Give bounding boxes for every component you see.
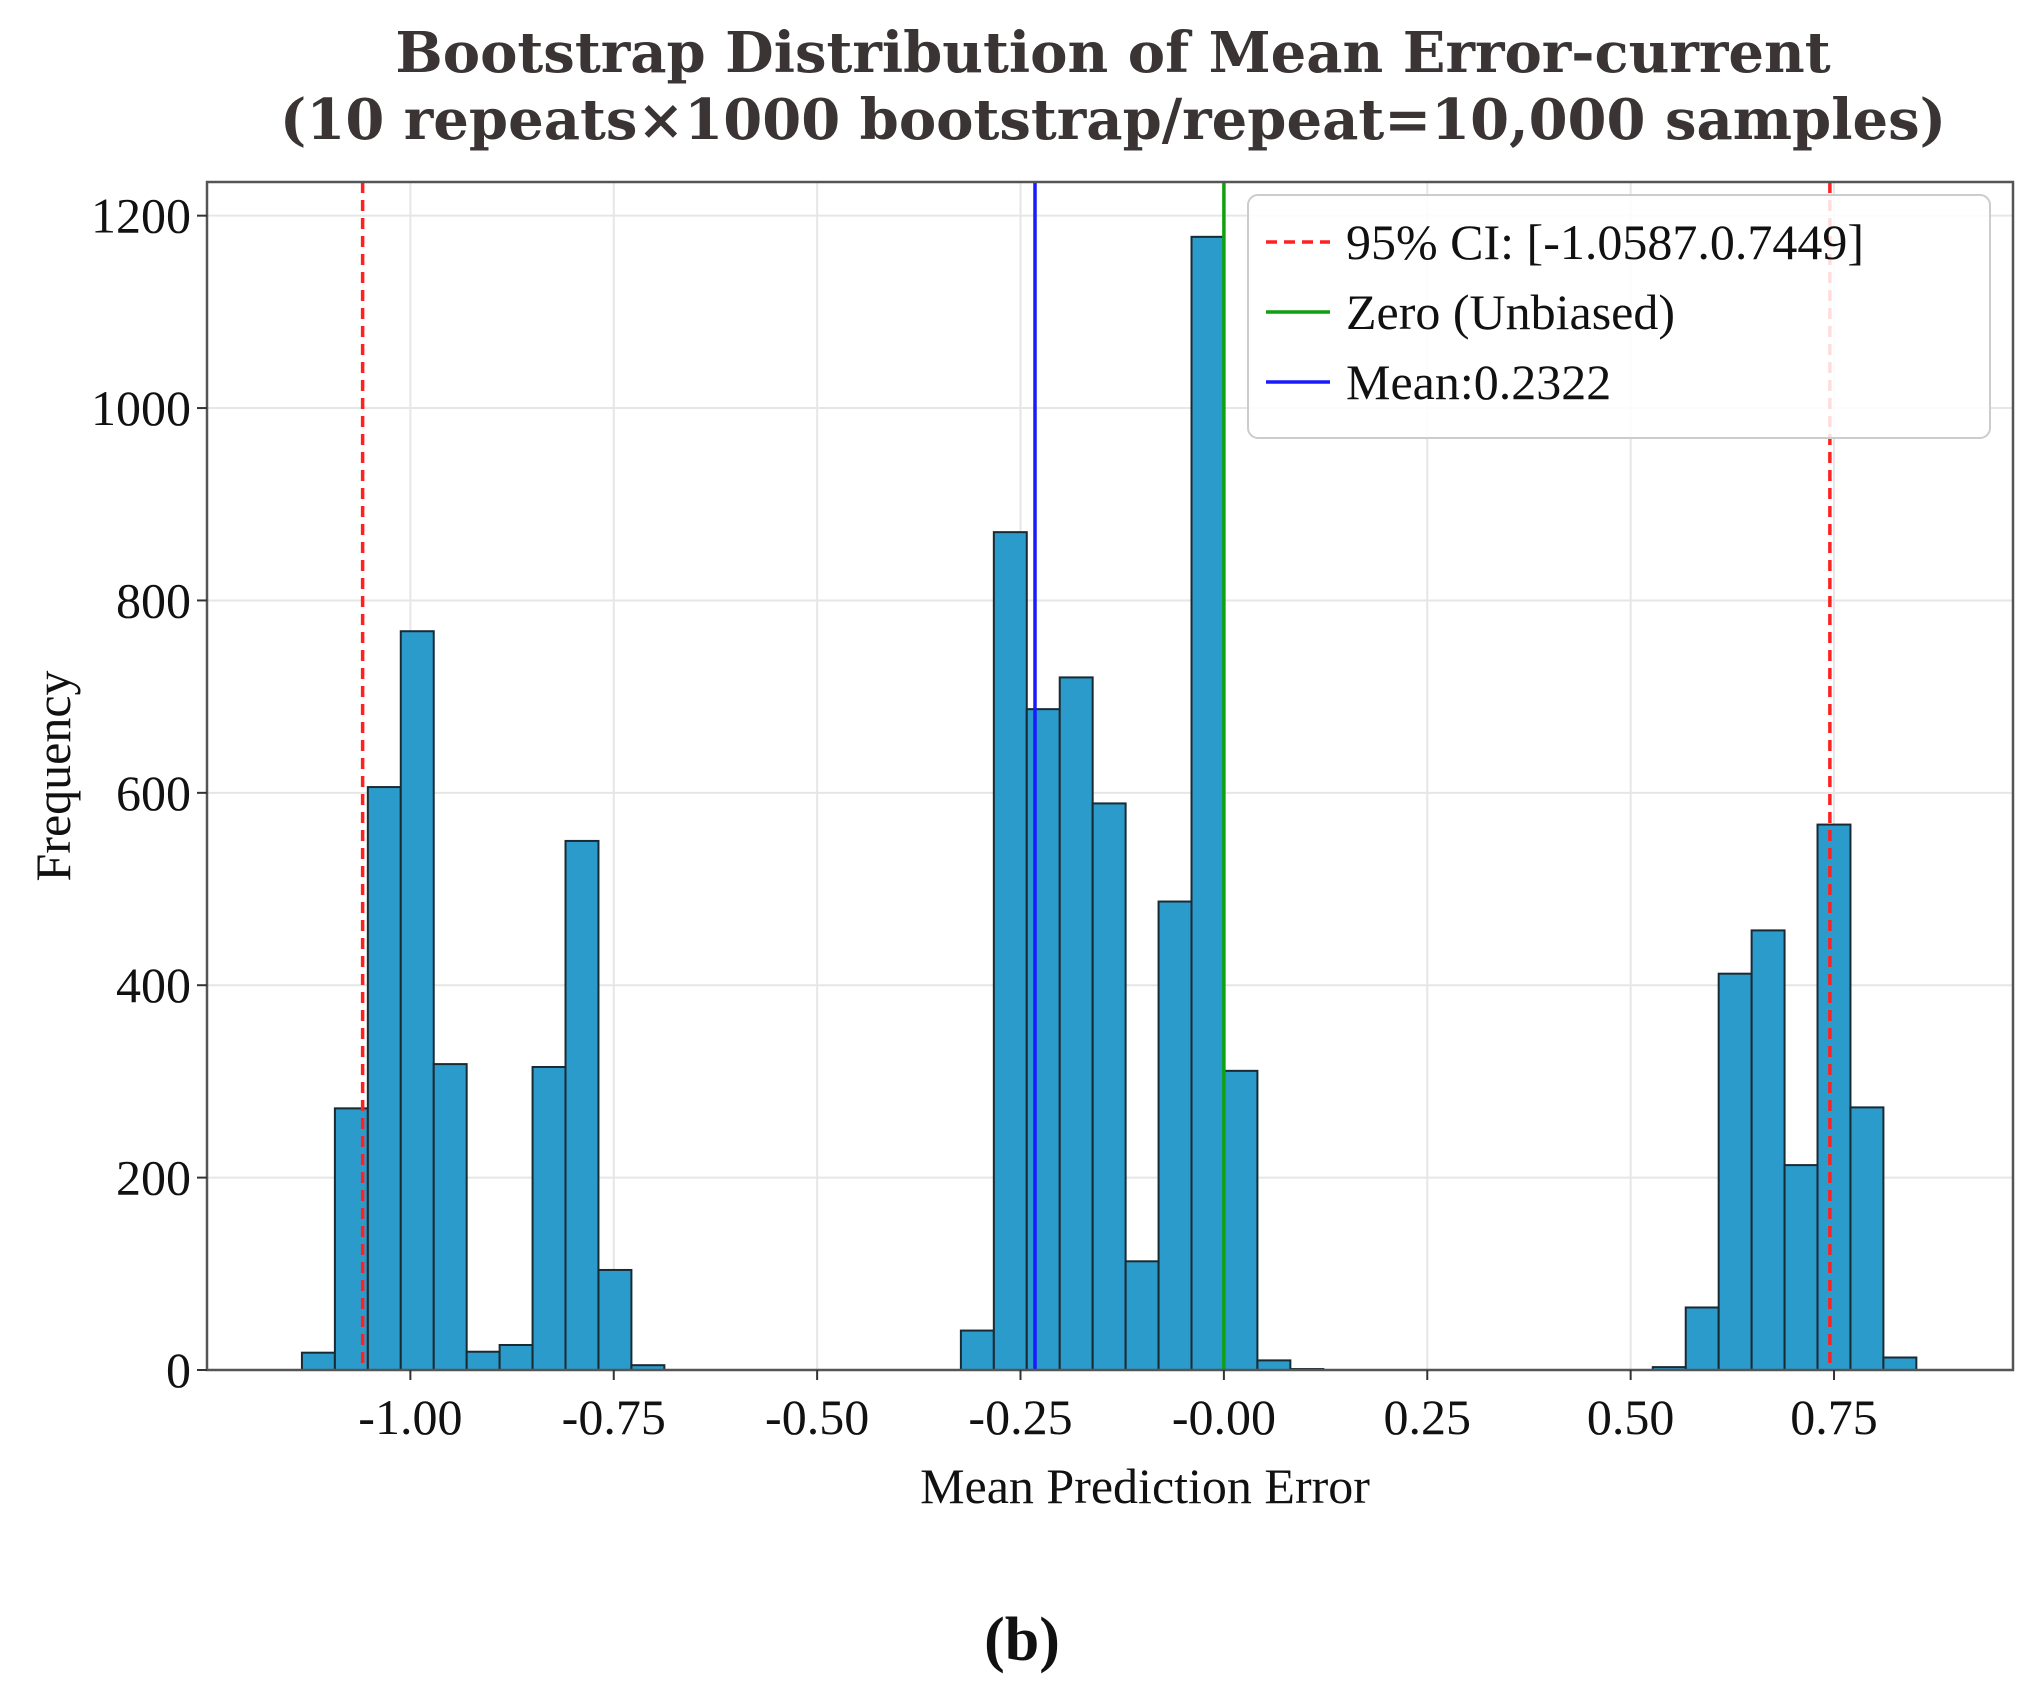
histogram-bar-20	[1256, 1359, 1292, 1372]
y-tick-label-3: 600	[116, 765, 191, 821]
x-tick-label-5: 0.25	[1384, 1389, 1472, 1445]
y-tick-label-0: 0	[166, 1342, 191, 1398]
x-tick-label-0: -1.00	[358, 1389, 462, 1445]
y-axis-ticks: 0 200 400 600 800 1000 1200	[91, 188, 207, 1398]
histogram-bar-11	[959, 1329, 995, 1371]
y-axis-label: Frequency	[25, 670, 81, 881]
histogram-bar-3	[399, 630, 435, 1371]
histogram-bar-18	[1190, 235, 1226, 1371]
x-axis-ticks: -1.00 -0.75 -0.50 -0.25 -0.00 0.25 0.50 0.75	[358, 1370, 1878, 1445]
histogram-bar-5	[465, 1350, 501, 1371]
histogram-bar-0	[300, 1351, 336, 1372]
y-tick-label-2: 400	[116, 957, 191, 1013]
histogram-bar-4	[432, 1063, 468, 1372]
histogram-bar-25	[1750, 929, 1786, 1371]
histogram-bar-9	[597, 1268, 633, 1371]
chart-subtitle: (10 repeats×1000 bootstrap/repeat=10,000…	[280, 87, 1946, 153]
y-tick-label-6: 1200	[91, 188, 191, 244]
y-tick-label-5: 1000	[91, 380, 191, 436]
histogram-bar-8	[564, 839, 600, 1371]
histogram-bar-19	[1223, 1069, 1259, 1371]
y-tick-label-1: 200	[116, 1150, 191, 1206]
histogram-bar-6	[498, 1343, 534, 1372]
histogram-bar-23	[1684, 1306, 1720, 1371]
histogram-bar-1	[333, 1107, 369, 1372]
x-tick-label-4: -0.00	[1172, 1389, 1276, 1445]
legend: 95% CI: [-1.0587.0.7449] Zero (Unbiased) M…	[1247, 194, 1991, 439]
histogram-bar-14	[1058, 676, 1094, 1371]
histogram-bar-26	[1783, 1164, 1819, 1371]
legend-label-1: Zero (Unbiased)	[1346, 284, 1675, 340]
x-tick-label-2: -0.50	[765, 1389, 869, 1445]
legend-label-2: Mean:0.2322	[1346, 354, 1611, 410]
x-tick-label-6: 0.50	[1587, 1389, 1675, 1445]
figure-caption: (b)	[984, 1606, 1060, 1674]
chart-title: Bootstrap Distribution of Mean Error-cur…	[395, 20, 1830, 86]
legend-box	[1247, 194, 1991, 439]
histogram-bar-15	[1091, 802, 1127, 1371]
x-tick-label-3: -0.25	[968, 1389, 1072, 1445]
histogram-bar-29	[1882, 1356, 1918, 1372]
histogram-bar-2	[366, 786, 402, 1371]
histogram-bar-7	[531, 1065, 567, 1372]
histogram-bar-16	[1124, 1260, 1160, 1372]
histogram-bar-28	[1849, 1106, 1885, 1372]
histogram-bar-12	[992, 531, 1028, 1371]
histogram-bar-24	[1717, 972, 1753, 1372]
y-tick-label-4: 800	[116, 572, 191, 628]
plot-frame	[205, 180, 2015, 1372]
legend-label-0: 95% CI: [-1.0587.0.7449]	[1346, 214, 1864, 270]
histogram-bar-17	[1157, 900, 1193, 1372]
histogram-bar-13	[1025, 708, 1061, 1371]
legend-entries: 95% CI: [-1.0587.0.7449] Zero (Unbiased) M…	[1266, 214, 1864, 410]
x-axis-label: Mean Prediction Error	[920, 1458, 1370, 1514]
histogram-bar-27	[1816, 823, 1852, 1371]
x-tick-label-1: -0.75	[562, 1389, 666, 1445]
x-tick-label-7: 0.75	[1790, 1389, 1878, 1445]
